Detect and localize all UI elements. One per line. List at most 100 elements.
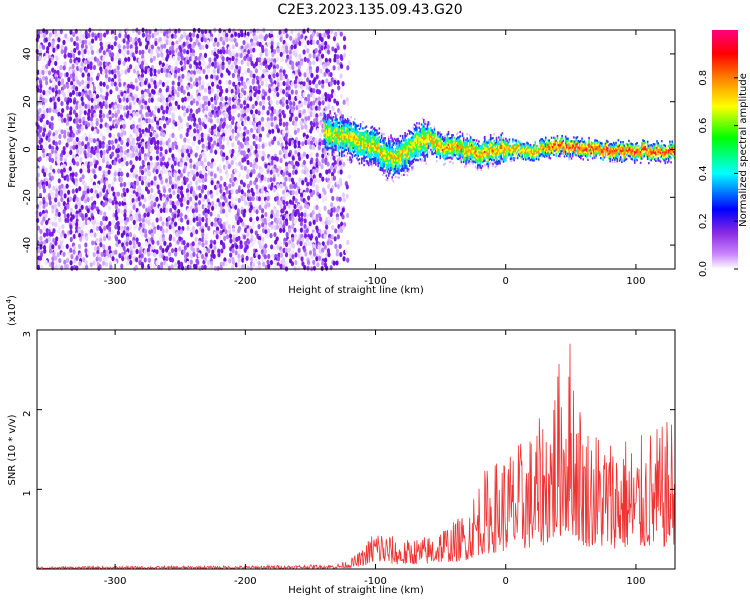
noise-cell <box>223 235 227 242</box>
noise-cell <box>84 80 88 86</box>
noise-cell <box>144 62 148 68</box>
signal-cell <box>370 161 372 164</box>
signal-cell <box>349 158 351 161</box>
noise-cell <box>311 31 315 37</box>
noise-cell <box>115 215 119 221</box>
noise-cell <box>297 36 301 42</box>
noise-cell <box>50 75 54 81</box>
noise-cell <box>129 246 133 252</box>
noise-cell <box>120 218 124 224</box>
noise-cell <box>219 68 223 74</box>
noise-cell <box>118 32 122 39</box>
noise-cell <box>196 33 200 39</box>
noise-cell <box>62 92 66 98</box>
noise-cell <box>63 233 67 239</box>
noise-cell <box>205 43 209 50</box>
noise-cell <box>228 128 232 134</box>
noise-cell <box>203 147 207 153</box>
noise-cell <box>214 37 218 43</box>
noise-cell <box>326 44 330 50</box>
noise-cell <box>60 80 65 86</box>
noise-cell <box>122 38 126 44</box>
noise-cell <box>218 109 222 115</box>
noise-cell <box>38 255 43 261</box>
noise-cell <box>150 126 154 132</box>
noise-cell <box>281 215 286 221</box>
noise-cell <box>335 260 339 266</box>
noise-cell <box>312 60 316 66</box>
noise-cell <box>310 72 314 79</box>
noise-cell <box>81 174 85 180</box>
noise-cell <box>123 191 127 197</box>
noise-cell <box>246 80 250 86</box>
noise-cell <box>323 189 327 196</box>
noise-cell <box>268 156 272 162</box>
noise-cell <box>174 251 178 257</box>
noise-cell <box>329 81 333 87</box>
noise-cell <box>317 89 322 95</box>
noise-cell <box>180 185 184 191</box>
noise-cell <box>255 209 259 215</box>
noise-cell <box>261 47 265 54</box>
noise-cell <box>132 56 137 62</box>
noise-cell <box>270 244 274 250</box>
noise-cell <box>98 61 103 67</box>
noise-cell <box>281 208 285 214</box>
noise-cell <box>129 44 133 50</box>
noise-cell <box>95 120 99 127</box>
noise-cell <box>238 161 242 167</box>
noise-cell <box>284 28 288 34</box>
noise-cell <box>77 220 82 226</box>
noise-cell <box>191 141 195 147</box>
noise-cell <box>305 153 309 159</box>
noise-cell <box>140 89 145 95</box>
noise-cell <box>330 202 334 208</box>
noise-cell <box>155 168 159 175</box>
noise-cell <box>119 104 123 110</box>
noise-cell <box>116 52 120 58</box>
noise-cell <box>102 81 106 87</box>
noise-cell <box>165 39 169 46</box>
noise-cell <box>152 263 156 270</box>
noise-cell <box>227 70 231 76</box>
noise-cell <box>215 201 220 208</box>
noise-cell <box>291 254 295 260</box>
noise-cell <box>294 121 298 127</box>
noise-cell <box>302 159 306 166</box>
noise-cell <box>342 35 347 42</box>
noise-cell <box>197 139 201 145</box>
noise-cell <box>41 168 45 174</box>
noise-cell <box>209 112 213 118</box>
noise-cell <box>202 95 206 101</box>
noise-cell <box>120 157 124 163</box>
noise-cell <box>252 47 256 53</box>
noise-cell <box>228 79 232 85</box>
noise-cell <box>163 123 167 129</box>
noise-cell <box>49 165 53 171</box>
noise-cell <box>96 128 100 135</box>
noise-cell <box>97 32 101 38</box>
noise-cell <box>174 247 178 253</box>
noise-cell <box>158 119 163 126</box>
noise-cell <box>273 259 277 265</box>
noise-cell <box>186 91 191 97</box>
noise-cell <box>150 77 154 84</box>
noise-cell <box>227 64 231 70</box>
noise-cell <box>220 194 224 200</box>
noise-cell <box>78 252 83 258</box>
noise-cell <box>68 97 73 104</box>
noise-cell <box>60 244 65 250</box>
noise-cell <box>302 92 306 98</box>
noise-cell <box>288 64 292 70</box>
noise-cell <box>47 60 51 67</box>
noise-cell <box>57 160 61 166</box>
noise-cell <box>84 242 88 248</box>
noise-cell <box>224 197 228 204</box>
noise-cell <box>121 256 125 262</box>
noise-cell <box>315 67 319 74</box>
noise-cell <box>332 168 336 174</box>
noise-cell <box>240 150 244 156</box>
noise-cell <box>198 216 202 223</box>
noise-cell <box>180 34 184 40</box>
noise-cell <box>87 104 91 110</box>
